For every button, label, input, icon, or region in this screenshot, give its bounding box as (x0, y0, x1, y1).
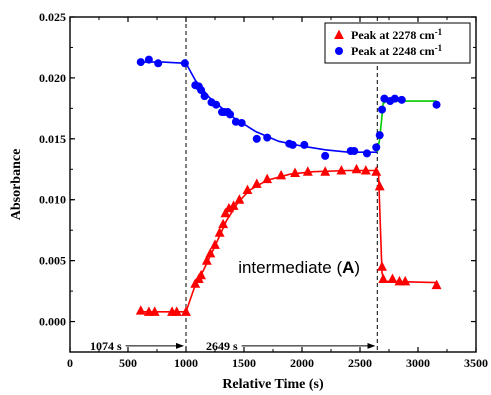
data-point (302, 166, 313, 176)
legend-label: Peak at 2278 cm-1 (351, 27, 443, 42)
data-point (320, 166, 331, 176)
x-tick-label: 1000 (174, 356, 198, 370)
fit-line (376, 100, 437, 153)
data-point (201, 255, 212, 265)
data-point (205, 247, 216, 258)
data-point (228, 200, 239, 210)
y-tick-label: 0.015 (39, 132, 66, 146)
axes: 0 500 1000 1500 2000 2500 3000 3500 0.000 0.005 0.… (39, 10, 488, 370)
data-point (251, 178, 262, 188)
data-point (181, 306, 191, 316)
data-point (288, 140, 297, 149)
y-tick-label: 0.000 (39, 315, 66, 329)
data-point (242, 184, 253, 194)
x-tick-label: 2000 (290, 356, 314, 370)
data-point (135, 305, 146, 315)
data-point (234, 194, 245, 204)
data-point (377, 261, 387, 271)
data-point (290, 167, 300, 177)
legend-marker (335, 47, 343, 55)
data-point (375, 131, 384, 140)
y-tick-label: 0.010 (39, 193, 66, 207)
data-point (387, 273, 398, 283)
annotation-text: intermediate (A) (238, 258, 360, 277)
data-point (374, 180, 385, 191)
x-tick-label: 3000 (406, 356, 430, 370)
data-point (237, 118, 246, 127)
data-point (336, 165, 347, 175)
data-point (224, 202, 234, 213)
x-axis-title: Relative Time (s) (222, 377, 324, 392)
data-point (378, 273, 389, 283)
data-point (171, 306, 182, 316)
marker-label: 2649 s (206, 339, 238, 353)
x-tick-label: 3500 (464, 356, 488, 370)
data-point (214, 227, 225, 237)
data-point (431, 279, 442, 290)
data-point (197, 86, 206, 95)
data-point (300, 140, 309, 149)
data-point (218, 218, 229, 229)
y-tick-label: 0.020 (39, 71, 66, 85)
data-point (200, 92, 209, 101)
marker-label: 1074 s (90, 339, 122, 353)
data-point (371, 166, 382, 176)
data-point (136, 58, 145, 67)
x-tick-label: 2500 (348, 356, 372, 370)
data-point (360, 165, 371, 175)
data-point (196, 269, 206, 280)
legend-marker (334, 29, 344, 39)
plot-frame (69, 16, 477, 353)
x-tick-label: 1500 (232, 356, 256, 370)
data-point (263, 133, 272, 142)
x-tick-label: 500 (119, 356, 137, 370)
data-point (212, 100, 221, 109)
data-point (397, 95, 406, 104)
data-point (350, 147, 359, 155)
legend-label: Peak at 2248 cm-1 (351, 43, 443, 58)
data-point (400, 275, 411, 286)
data-point (226, 110, 235, 119)
data-point (390, 94, 399, 103)
data-point (154, 59, 163, 68)
data-point (362, 149, 371, 158)
data-point (262, 173, 273, 184)
data-point (372, 143, 381, 152)
data-point (220, 207, 231, 218)
data-point (378, 105, 387, 114)
plot-area: 1074 s 2649 s intermediate (A) (90, 17, 442, 353)
y-tick-label: 0.005 (39, 254, 66, 268)
data-point (351, 163, 362, 174)
data-point (190, 278, 201, 288)
data-point (149, 306, 160, 316)
data-point (210, 239, 220, 249)
data-point (276, 170, 287, 180)
data-point (144, 55, 153, 64)
x-tick-label: 0 (67, 356, 73, 370)
data-point (252, 134, 261, 143)
y-tick-label: 0.025 (39, 10, 66, 24)
data-point (432, 100, 441, 109)
y-axis-title: Absorbance (9, 149, 24, 221)
fit-line (376, 170, 437, 284)
data-point (321, 151, 330, 160)
data-point (180, 59, 189, 68)
legend-box (324, 22, 471, 64)
